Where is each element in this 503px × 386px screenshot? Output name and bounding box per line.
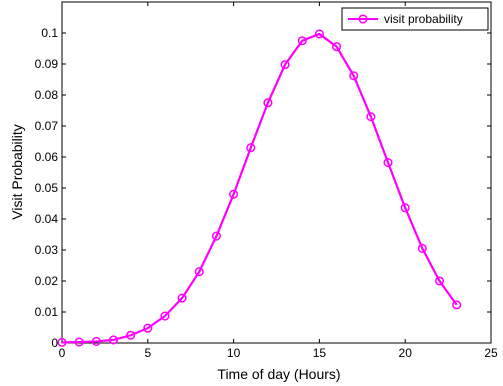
data-point <box>349 71 359 81</box>
plot-frame <box>61 1 492 344</box>
data-point <box>229 189 239 199</box>
data-point <box>383 158 393 168</box>
data-point <box>160 311 170 321</box>
data-point <box>332 42 342 52</box>
data-point <box>194 267 204 277</box>
data-point <box>263 98 273 108</box>
data-point <box>108 335 119 345</box>
series-line <box>61 32 458 344</box>
y-tick-label: 0.01 <box>35 305 59 319</box>
y-tick-label: 0.03 <box>35 243 59 257</box>
axes-box <box>61 1 492 344</box>
series-layer <box>57 29 462 347</box>
y-axis: 0 0.01 0.02 0.03 0.04 0.05 0.06 0.07 0.08 0.09 0.1 <box>35 26 491 350</box>
data-point <box>452 300 462 310</box>
y-tick-label: 0.05 <box>35 181 59 195</box>
legend: visit probability <box>341 7 489 31</box>
data-point <box>126 330 136 340</box>
data-point <box>297 36 307 46</box>
legend-label: visit probability <box>384 12 463 26</box>
y-tick-label: 0.04 <box>35 212 59 226</box>
y-tick-label: 0 <box>51 336 58 350</box>
data-point <box>400 203 410 213</box>
data-point <box>434 276 445 286</box>
y-tick-label: 0.1 <box>41 26 58 40</box>
x-axis: 0 5 10 15 20 25 <box>59 2 498 360</box>
x-axis-title: Time of day (Hours) <box>217 366 340 382</box>
data-point <box>314 29 324 39</box>
data-point <box>91 336 101 347</box>
y-tick-label: 0.02 <box>35 274 59 288</box>
y-tick-label: 0.09 <box>35 57 59 71</box>
data-point <box>246 143 256 153</box>
x-tick-label: 20 <box>399 346 413 360</box>
data-point <box>366 112 376 122</box>
x-tick-label: 25 <box>484 346 498 360</box>
y-tick-label: 0.07 <box>35 119 59 133</box>
data-point <box>74 337 84 347</box>
x-tick-label: 0 <box>59 346 66 360</box>
data-point <box>177 293 187 303</box>
data-point <box>280 60 290 70</box>
x-tick-label: 15 <box>313 346 327 360</box>
legend-box <box>341 7 489 31</box>
y-tick-label: 0.06 <box>35 150 59 164</box>
y-tick-label: 0.08 <box>35 88 59 102</box>
y-axis-title: Visit Probability <box>9 124 25 219</box>
x-tick-label: 10 <box>227 346 241 360</box>
data-point <box>417 243 427 253</box>
data-point <box>211 231 221 241</box>
legend-marker <box>358 14 368 24</box>
data-point <box>57 337 67 347</box>
x-tick-label: 5 <box>144 346 151 360</box>
data-point <box>143 323 153 333</box>
